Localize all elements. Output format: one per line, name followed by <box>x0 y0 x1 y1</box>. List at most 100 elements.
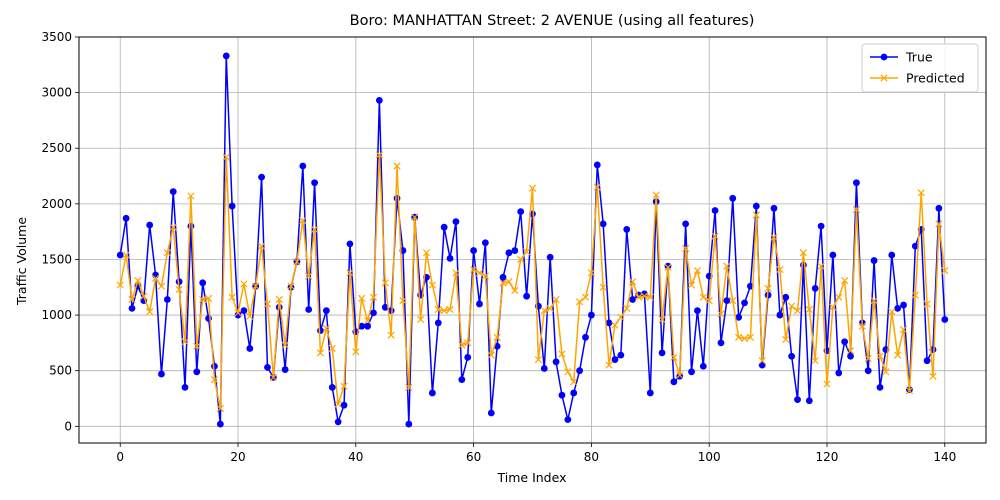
data-point-predicted <box>199 295 207 304</box>
data-point-predicted <box>122 251 130 259</box>
data-point-true <box>387 307 395 315</box>
data-point-true <box>847 352 854 360</box>
data-point-predicted <box>475 269 484 277</box>
data-point-true <box>222 52 230 60</box>
data-point-true <box>299 162 307 170</box>
data-point-predicted <box>305 272 313 280</box>
data-point-true <box>258 173 265 181</box>
data-point-predicted <box>346 269 354 277</box>
legend-box <box>861 43 979 93</box>
data-point-true <box>375 97 383 104</box>
data-point-predicted <box>287 282 295 290</box>
data-point-predicted <box>446 305 454 314</box>
data-point-true <box>452 218 460 226</box>
data-point-predicted <box>434 305 442 314</box>
data-point-predicted <box>835 293 843 301</box>
data-point-predicted <box>911 291 919 299</box>
data-point-true <box>758 361 766 369</box>
data-point-true <box>735 313 743 321</box>
data-point-predicted <box>646 293 654 301</box>
series-true-line <box>119 55 946 425</box>
data-point-true <box>717 339 725 347</box>
y-tick-label: 2000 <box>41 197 72 211</box>
data-point-true <box>481 239 489 247</box>
data-point-true <box>440 223 448 231</box>
data-point-true <box>800 261 807 269</box>
series-true <box>116 52 949 428</box>
data-point-true <box>723 297 731 305</box>
data-point-predicted <box>163 249 171 257</box>
data-point-predicted <box>599 283 607 291</box>
data-point-true <box>805 397 813 405</box>
data-point-predicted <box>381 279 389 287</box>
data-point-true <box>664 262 672 270</box>
data-point-predicted <box>634 293 643 301</box>
data-point-true <box>576 367 584 375</box>
data-point-predicted <box>587 269 596 277</box>
data-point-predicted <box>181 338 189 346</box>
data-point-predicted <box>670 353 678 361</box>
x-tick-label: 60 <box>466 450 481 464</box>
x-tick-label: 100 <box>698 450 721 464</box>
data-point-predicted <box>393 162 401 170</box>
data-point-true <box>935 204 943 212</box>
data-point-predicted <box>899 325 908 334</box>
data-point-true <box>163 296 171 303</box>
data-point-predicted <box>116 281 124 289</box>
data-point-true <box>729 194 737 202</box>
data-point-predicted <box>522 248 531 256</box>
y-axis-ticks: 0 500 1000 1500 2000 2500 3000 3500 <box>41 30 79 433</box>
data-point-predicted <box>240 280 248 288</box>
data-point-predicted <box>234 309 242 317</box>
data-point-predicted <box>440 307 448 315</box>
data-point-predicted <box>776 265 784 274</box>
data-point-predicted <box>452 269 460 277</box>
data-point-true <box>152 271 159 279</box>
data-point-true <box>570 389 578 397</box>
data-point-predicted <box>128 295 136 304</box>
data-point-predicted <box>699 293 707 301</box>
data-point-predicted <box>852 205 861 214</box>
data-point-true <box>676 372 684 380</box>
data-point-true <box>694 307 701 315</box>
data-point-predicted <box>252 282 260 290</box>
data-point-true <box>900 301 907 309</box>
data-point-predicted <box>758 357 766 365</box>
chart-title: Boro: MANHATTAN Street: 2 AVENUE (using … <box>350 13 755 29</box>
data-point-predicted <box>829 303 837 311</box>
data-point-true <box>364 322 371 330</box>
data-point-predicted <box>929 372 937 380</box>
data-point-predicted <box>257 242 266 250</box>
data-point-true <box>246 345 254 352</box>
data-point-predicted <box>811 357 819 365</box>
data-point-predicted <box>564 368 572 376</box>
data-point-predicted <box>846 347 855 355</box>
data-point-true <box>599 220 607 228</box>
data-point-true <box>841 338 849 346</box>
data-point-predicted <box>422 249 431 257</box>
data-point-true <box>540 365 548 372</box>
data-point-true <box>428 389 436 397</box>
data-point-true <box>864 367 872 375</box>
data-point-true <box>741 299 748 307</box>
data-point-true <box>835 369 843 377</box>
data-point-true <box>564 416 572 424</box>
data-point-predicted <box>169 223 177 231</box>
x-axis-ticks: 0 20 40 60 80 100 120 140 <box>116 443 956 464</box>
data-point-predicted <box>581 293 590 301</box>
data-point-true <box>146 221 154 229</box>
data-point-predicted <box>517 255 525 264</box>
data-point-true <box>334 418 342 426</box>
data-point-true <box>623 226 631 233</box>
data-point-predicted <box>793 307 802 315</box>
series-layer <box>116 52 949 428</box>
data-point-true <box>782 293 790 301</box>
x-tick-label: 140 <box>933 450 956 464</box>
legend-label-true: True <box>905 50 933 65</box>
data-point-predicted <box>511 286 519 295</box>
data-point-predicted <box>888 308 896 316</box>
data-point-predicted <box>151 274 160 282</box>
data-point-true <box>794 396 801 404</box>
y-tick-label: 3000 <box>41 86 72 100</box>
data-point-predicted <box>805 305 813 314</box>
